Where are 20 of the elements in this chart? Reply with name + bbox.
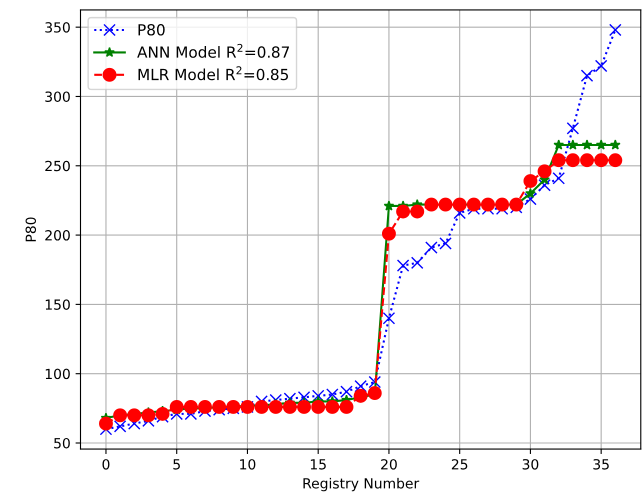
y-tick-label: 100 [46, 368, 70, 380]
x-tick-label: 5 [173, 459, 180, 470]
x-tick-label: 10 [240, 459, 256, 470]
x-tick-label: 35 [593, 459, 609, 470]
y-tick-label: 300 [45, 91, 70, 102]
y-tick-label: 200 [45, 230, 70, 241]
legend-label: ANN Model R$^{2}$=0.87 [137, 44, 290, 58]
y-tick-label: 250 [45, 160, 70, 172]
x-tick-label: 20 [381, 459, 397, 470]
y-tick-label: 150 [46, 299, 70, 310]
y-tick-label: 350 [45, 22, 70, 33]
y-tick-label: 50 [54, 438, 70, 448]
x-tick-label: 0 [102, 459, 110, 470]
y-axis-title: P80 [26, 217, 36, 242]
legend-label: P80 [138, 24, 165, 36]
x-tick-label: 25 [452, 459, 468, 470]
x-tick-label: 15 [310, 459, 326, 470]
legend-label: MLR Model R$^{2}$=0.85 [138, 66, 288, 80]
x-tick-label: 30 [522, 459, 538, 470]
x-axis-title: Registry Number [303, 478, 420, 492]
